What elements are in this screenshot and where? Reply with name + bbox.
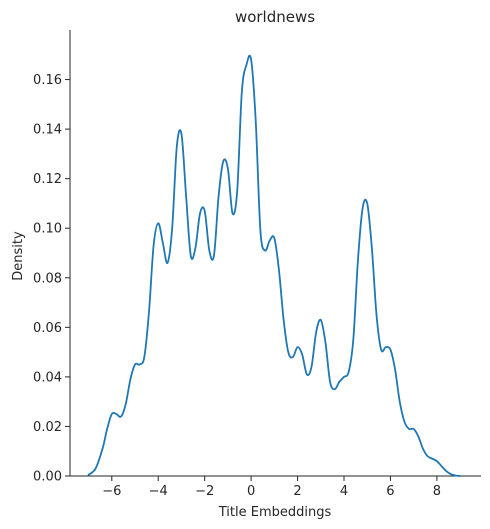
x-tick-label: 0 <box>247 484 255 499</box>
x-tick-label: −6 <box>102 484 121 499</box>
y-tick-label: 0.12 <box>33 172 62 187</box>
x-axis-label: Title Embeddings <box>218 505 332 520</box>
x-tick-label: 2 <box>293 484 301 499</box>
x-tick-label: 6 <box>386 484 394 499</box>
kde-line <box>87 54 461 477</box>
chart-title: worldnews <box>235 8 315 26</box>
x-tick-label: −2 <box>195 484 214 499</box>
y-axis-label: Density <box>11 231 26 281</box>
y-tick-label: 0.08 <box>33 271 62 286</box>
x-tick-label: 8 <box>433 484 441 499</box>
y-tick-label: 0.04 <box>33 370 62 385</box>
y-tick-label: 0.16 <box>33 73 62 88</box>
y-tick-label: 0.02 <box>33 420 62 435</box>
y-tick-label: 0.00 <box>33 470 62 485</box>
y-tick-label: 0.06 <box>33 321 62 336</box>
y-tick-label: 0.10 <box>33 222 62 237</box>
x-tick-label: 4 <box>340 484 348 499</box>
x-tick-label: −4 <box>149 484 168 499</box>
y-tick-label: 0.14 <box>33 123 62 138</box>
plot-axes: −6 −4 −2 0 2 4 6 8 0.00 0.02 0.04 0.06 0.08 0.10 0.12 0… <box>33 30 481 499</box>
